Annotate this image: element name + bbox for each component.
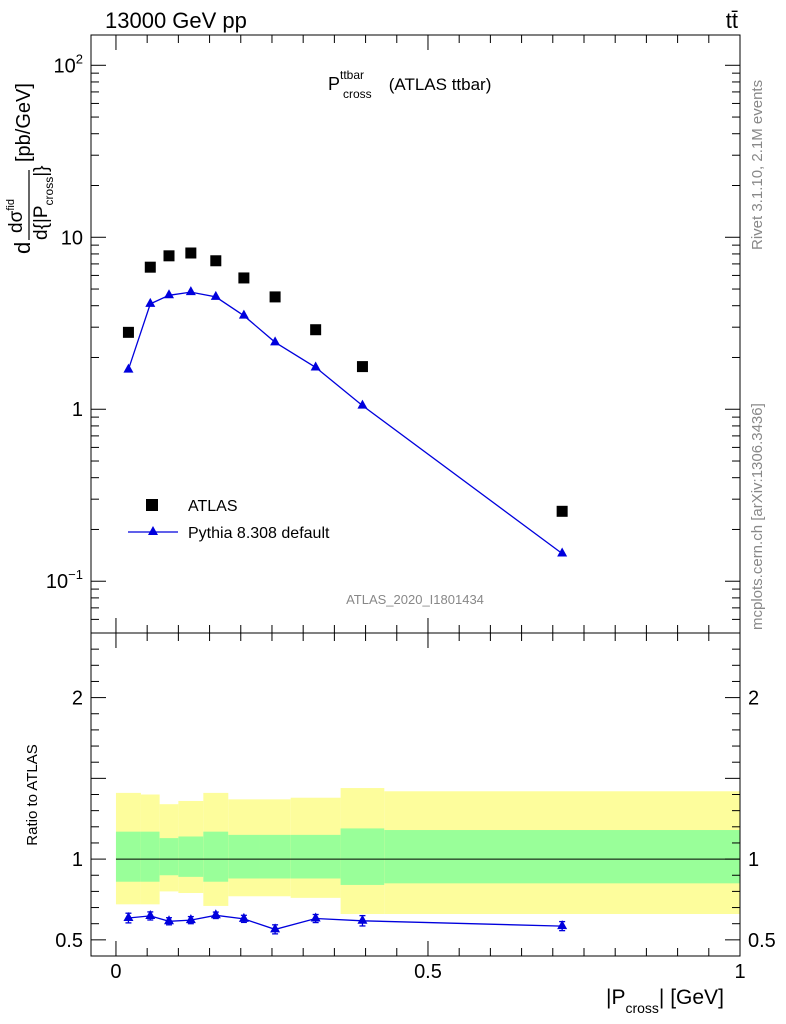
legend-pythia-marker [148, 526, 158, 535]
side-rivet-label: Rivet 3.1.10, 2.1M events [749, 80, 766, 250]
atlas-point [163, 250, 175, 262]
pythia-point [557, 547, 568, 557]
x-tick-label: 1 [734, 961, 745, 983]
main-ticks [91, 35, 741, 634]
ratio-y-axis-label: Ratio to ATLAS [24, 744, 41, 845]
legend-atlas-marker [146, 499, 158, 511]
y-tick-label: 10−1 [46, 567, 83, 593]
header-energy-label: 13000 GeV pp [105, 8, 247, 33]
pythia-point [164, 289, 175, 299]
uncertainty-band-inner [115, 831, 141, 882]
main-data [122, 247, 568, 557]
atlas-point [122, 326, 134, 338]
uncertainty-band-inner [290, 834, 341, 879]
x-tick-label: 0 [110, 961, 121, 983]
pythia-line [127, 291, 563, 555]
atlas-point [269, 291, 281, 303]
atlas-point [238, 272, 250, 284]
y-tick-label: 102 [54, 51, 83, 77]
main-y-axis-label: d dσfid d{|Pcross|} [pb/GeV] [5, 83, 56, 254]
ratio-ticks [91, 632, 741, 957]
legend: ATLAS Pythia 8.308 default [128, 498, 330, 542]
uncertainty-band-inner [340, 828, 385, 885]
title-subscript: cross [343, 87, 372, 101]
y-tick-label: 1 [72, 399, 83, 421]
plot-title: Pttbar cross (ATLAS ttbar) [328, 68, 491, 101]
pythia-point [310, 361, 321, 371]
atlas-point [310, 324, 322, 336]
ratio-y-tick-label-right: 0.5 [748, 930, 776, 952]
atlas-point [556, 505, 568, 517]
main-tick-labels: 10−1 1 10 102 [46, 51, 83, 593]
ratio-pythia-point [164, 915, 175, 925]
pythia-point [238, 309, 249, 319]
x-tick-label: 0.5 [414, 961, 442, 983]
ratio-pythia-point [185, 914, 196, 924]
ylabel-units: [pb/GeV] [13, 83, 35, 162]
atlas-point [356, 361, 368, 373]
ratio-y-tick-label: 0.5 [55, 930, 83, 952]
ratio-panel: 0.5 0.51 12 20 0.5 1 Ratio to ATLAS |Pcross| … [24, 632, 776, 1016]
side-mcplots-label: mcplots.cern.ch [arXiv:1306.3436] [749, 403, 766, 630]
title-suffix: (ATLAS ttbar) [384, 75, 491, 94]
legend-pythia-label: Pythia 8.308 default [188, 525, 330, 542]
legend-atlas-label: ATLAS [188, 498, 238, 515]
uncertainty-band-inner [140, 831, 160, 882]
uncertainty-band-inner [259, 834, 291, 879]
ratio-pythia-point [145, 909, 156, 919]
ratio-pythia-point [238, 912, 249, 922]
ylabel-denominator: d{|Pcross|} [31, 166, 56, 240]
ylabel-numerator: dσfid [5, 199, 27, 233]
pythia-point [185, 286, 196, 296]
ratio-pythia-point [210, 909, 221, 919]
uncertainty-band-inner [178, 836, 204, 877]
ratio-y-tick-label-right: 2 [748, 688, 759, 710]
ratio-pythia-line [128, 914, 563, 931]
uncertainty-band-inner [159, 838, 179, 876]
x-axis-label: |Pcross| [GeV] [606, 986, 724, 1016]
y-tick-label: 10 [61, 227, 83, 249]
analysis-watermark: ATLAS_2020_I1801434 [346, 592, 484, 607]
ratio-pythia-point [270, 923, 281, 933]
ratio-y-tick-label: 2 [72, 688, 83, 710]
ylabel-prefix: d [10, 242, 35, 254]
pythia-point [270, 336, 281, 346]
uncertainty-band-inner [203, 831, 229, 882]
ratio-pythia-point [357, 914, 368, 924]
title-symbol: P [328, 74, 340, 94]
ratio-y-tick-label-right: 1 [748, 849, 759, 871]
ratio-pythia-point [123, 912, 134, 922]
title-superscript: ttbar [340, 68, 364, 82]
uncertainty-band-inner [228, 834, 260, 879]
pythia-point [357, 399, 368, 409]
ratio-pythia-point [310, 912, 321, 922]
atlas-point [144, 261, 156, 273]
header-process-label: tt̄ [726, 8, 738, 33]
pythia-point [145, 297, 156, 307]
main-panel: 10−1 1 10 102 Pttbar cross (ATLAS ttbar) d d… [5, 34, 741, 634]
uncertainty-band-inner [384, 830, 740, 884]
pythia-point [210, 290, 221, 300]
ratio-data [123, 909, 568, 935]
main-frame [90, 34, 741, 634]
ratio-bands [115, 788, 740, 915]
atlas-point [210, 255, 222, 267]
ratio-pythia-point [557, 920, 568, 930]
pythia-point [123, 363, 134, 373]
ratio-tick-labels: 0.5 0.51 12 20 0.5 1 [55, 688, 776, 983]
ratio-y-tick-label: 1 [72, 849, 83, 871]
atlas-point [185, 247, 197, 259]
